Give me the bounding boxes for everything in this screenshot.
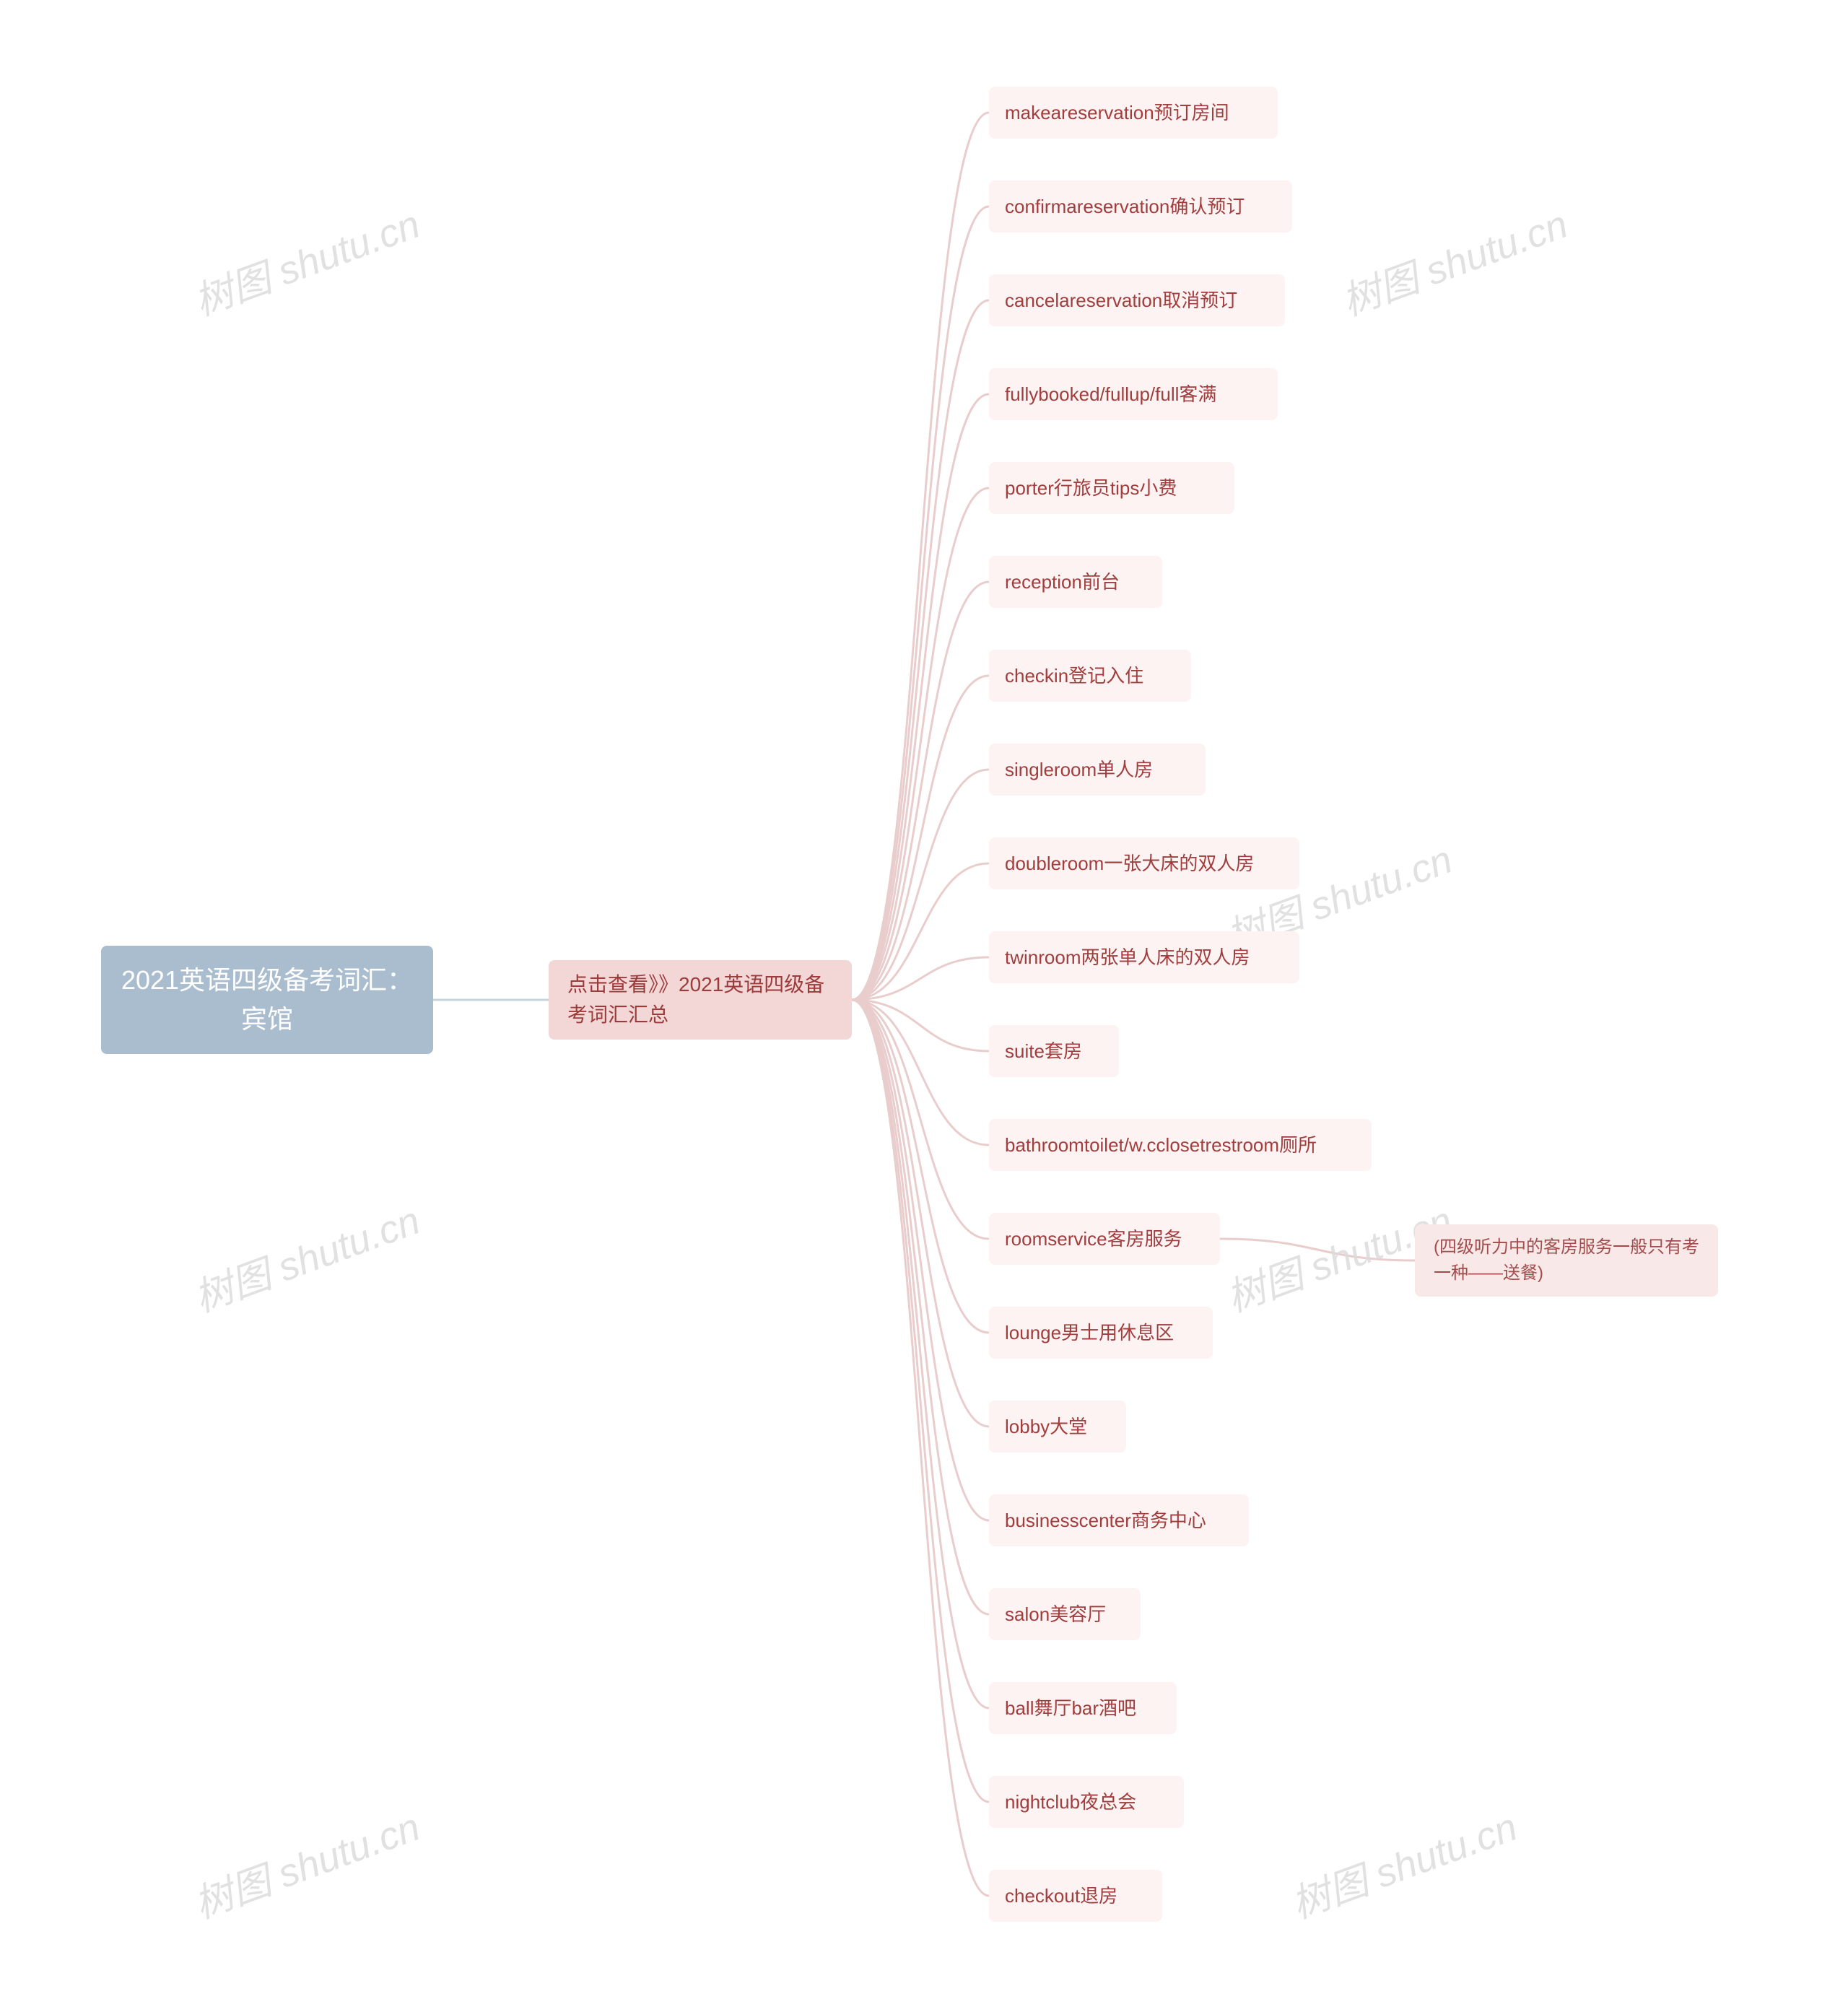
- leaf-node[interactable]: makeareservation预订房间: [989, 87, 1278, 139]
- leaf-node[interactable]: suite套房: [989, 1025, 1119, 1077]
- leaf-label: checkin登记入住: [1005, 662, 1143, 690]
- leaf-node[interactable]: checkout退房: [989, 1870, 1162, 1922]
- leaf-node[interactable]: lobby大堂: [989, 1401, 1126, 1453]
- leaf-label: fullybooked/fullup/full客满: [1005, 380, 1216, 409]
- leaf-node[interactable]: fullybooked/fullup/full客满: [989, 368, 1278, 420]
- leaf-node[interactable]: singleroom单人房: [989, 744, 1206, 796]
- watermark-text: 树图 shutu.cn: [185, 192, 426, 326]
- sub-node[interactable]: (四级听力中的客房服务一般只有考一种——送餐): [1415, 1224, 1718, 1297]
- level1-node[interactable]: 点击查看》》2021英语四级备考词汇汇总: [549, 960, 852, 1040]
- leaf-label: doubleroom一张大床的双人房: [1005, 850, 1254, 878]
- leaf-label: bathroomtoilet/w.cclosetrestroom厕所: [1005, 1131, 1317, 1159]
- leaf-label: makeareservation预订房间: [1005, 99, 1229, 127]
- watermark-text: 树图 shutu.cn: [1282, 1795, 1523, 1929]
- leaf-node[interactable]: reception前台: [989, 556, 1162, 608]
- leaf-label: lounge男士用休息区: [1005, 1319, 1174, 1347]
- leaf-node[interactable]: confirmareservation确认预订: [989, 180, 1292, 232]
- leaf-label: nightclub夜总会: [1005, 1788, 1136, 1816]
- leaf-label: roomservice客房服务: [1005, 1225, 1182, 1253]
- leaf-label: cancelareservation取消预订: [1005, 287, 1237, 315]
- root-label: 2021英语四级备考词汇：宾馆: [120, 961, 414, 1039]
- leaf-label: businesscenter商务中心: [1005, 1507, 1206, 1535]
- leaf-node[interactable]: businesscenter商务中心: [989, 1494, 1249, 1546]
- leaf-node[interactable]: cancelareservation取消预订: [989, 274, 1285, 326]
- watermark-text: 树图 shutu.cn: [185, 1795, 426, 1929]
- sub-label: (四级听力中的客房服务一般只有考一种——送餐): [1434, 1234, 1699, 1286]
- leaf-label: porter行旅员tips小费: [1005, 474, 1177, 502]
- leaf-label: singleroom单人房: [1005, 756, 1153, 784]
- leaf-label: suite套房: [1005, 1037, 1082, 1066]
- leaf-node[interactable]: lounge男士用休息区: [989, 1307, 1213, 1359]
- leaf-label: confirmareservation确认预订: [1005, 193, 1245, 221]
- leaf-node[interactable]: nightclub夜总会: [989, 1776, 1184, 1828]
- leaf-node[interactable]: porter行旅员tips小费: [989, 462, 1234, 514]
- leaf-node[interactable]: bathroomtoilet/w.cclosetrestroom厕所: [989, 1119, 1372, 1171]
- watermark-text: 树图 shutu.cn: [1333, 192, 1574, 326]
- leaf-label: lobby大堂: [1005, 1413, 1087, 1441]
- leaf-node[interactable]: doubleroom一张大床的双人房: [989, 837, 1299, 889]
- level1-label: 点击查看》》2021英语四级备考词汇汇总: [567, 970, 833, 1030]
- leaf-label: salon美容厅: [1005, 1600, 1106, 1629]
- watermark-text: 树图 shutu.cn: [185, 1188, 426, 1323]
- leaf-label: reception前台: [1005, 568, 1120, 596]
- leaf-node[interactable]: ball舞厅bar酒吧: [989, 1682, 1177, 1734]
- leaf-node[interactable]: twinroom两张单人床的双人房: [989, 931, 1299, 983]
- leaf-label: checkout退房: [1005, 1882, 1117, 1910]
- leaf-node[interactable]: roomservice客房服务: [989, 1213, 1220, 1265]
- root-node[interactable]: 2021英语四级备考词汇：宾馆: [101, 946, 433, 1054]
- leaf-label: ball舞厅bar酒吧: [1005, 1694, 1136, 1723]
- leaf-label: twinroom两张单人床的双人房: [1005, 944, 1250, 972]
- leaf-node[interactable]: salon美容厅: [989, 1588, 1141, 1640]
- leaf-node[interactable]: checkin登记入住: [989, 650, 1191, 702]
